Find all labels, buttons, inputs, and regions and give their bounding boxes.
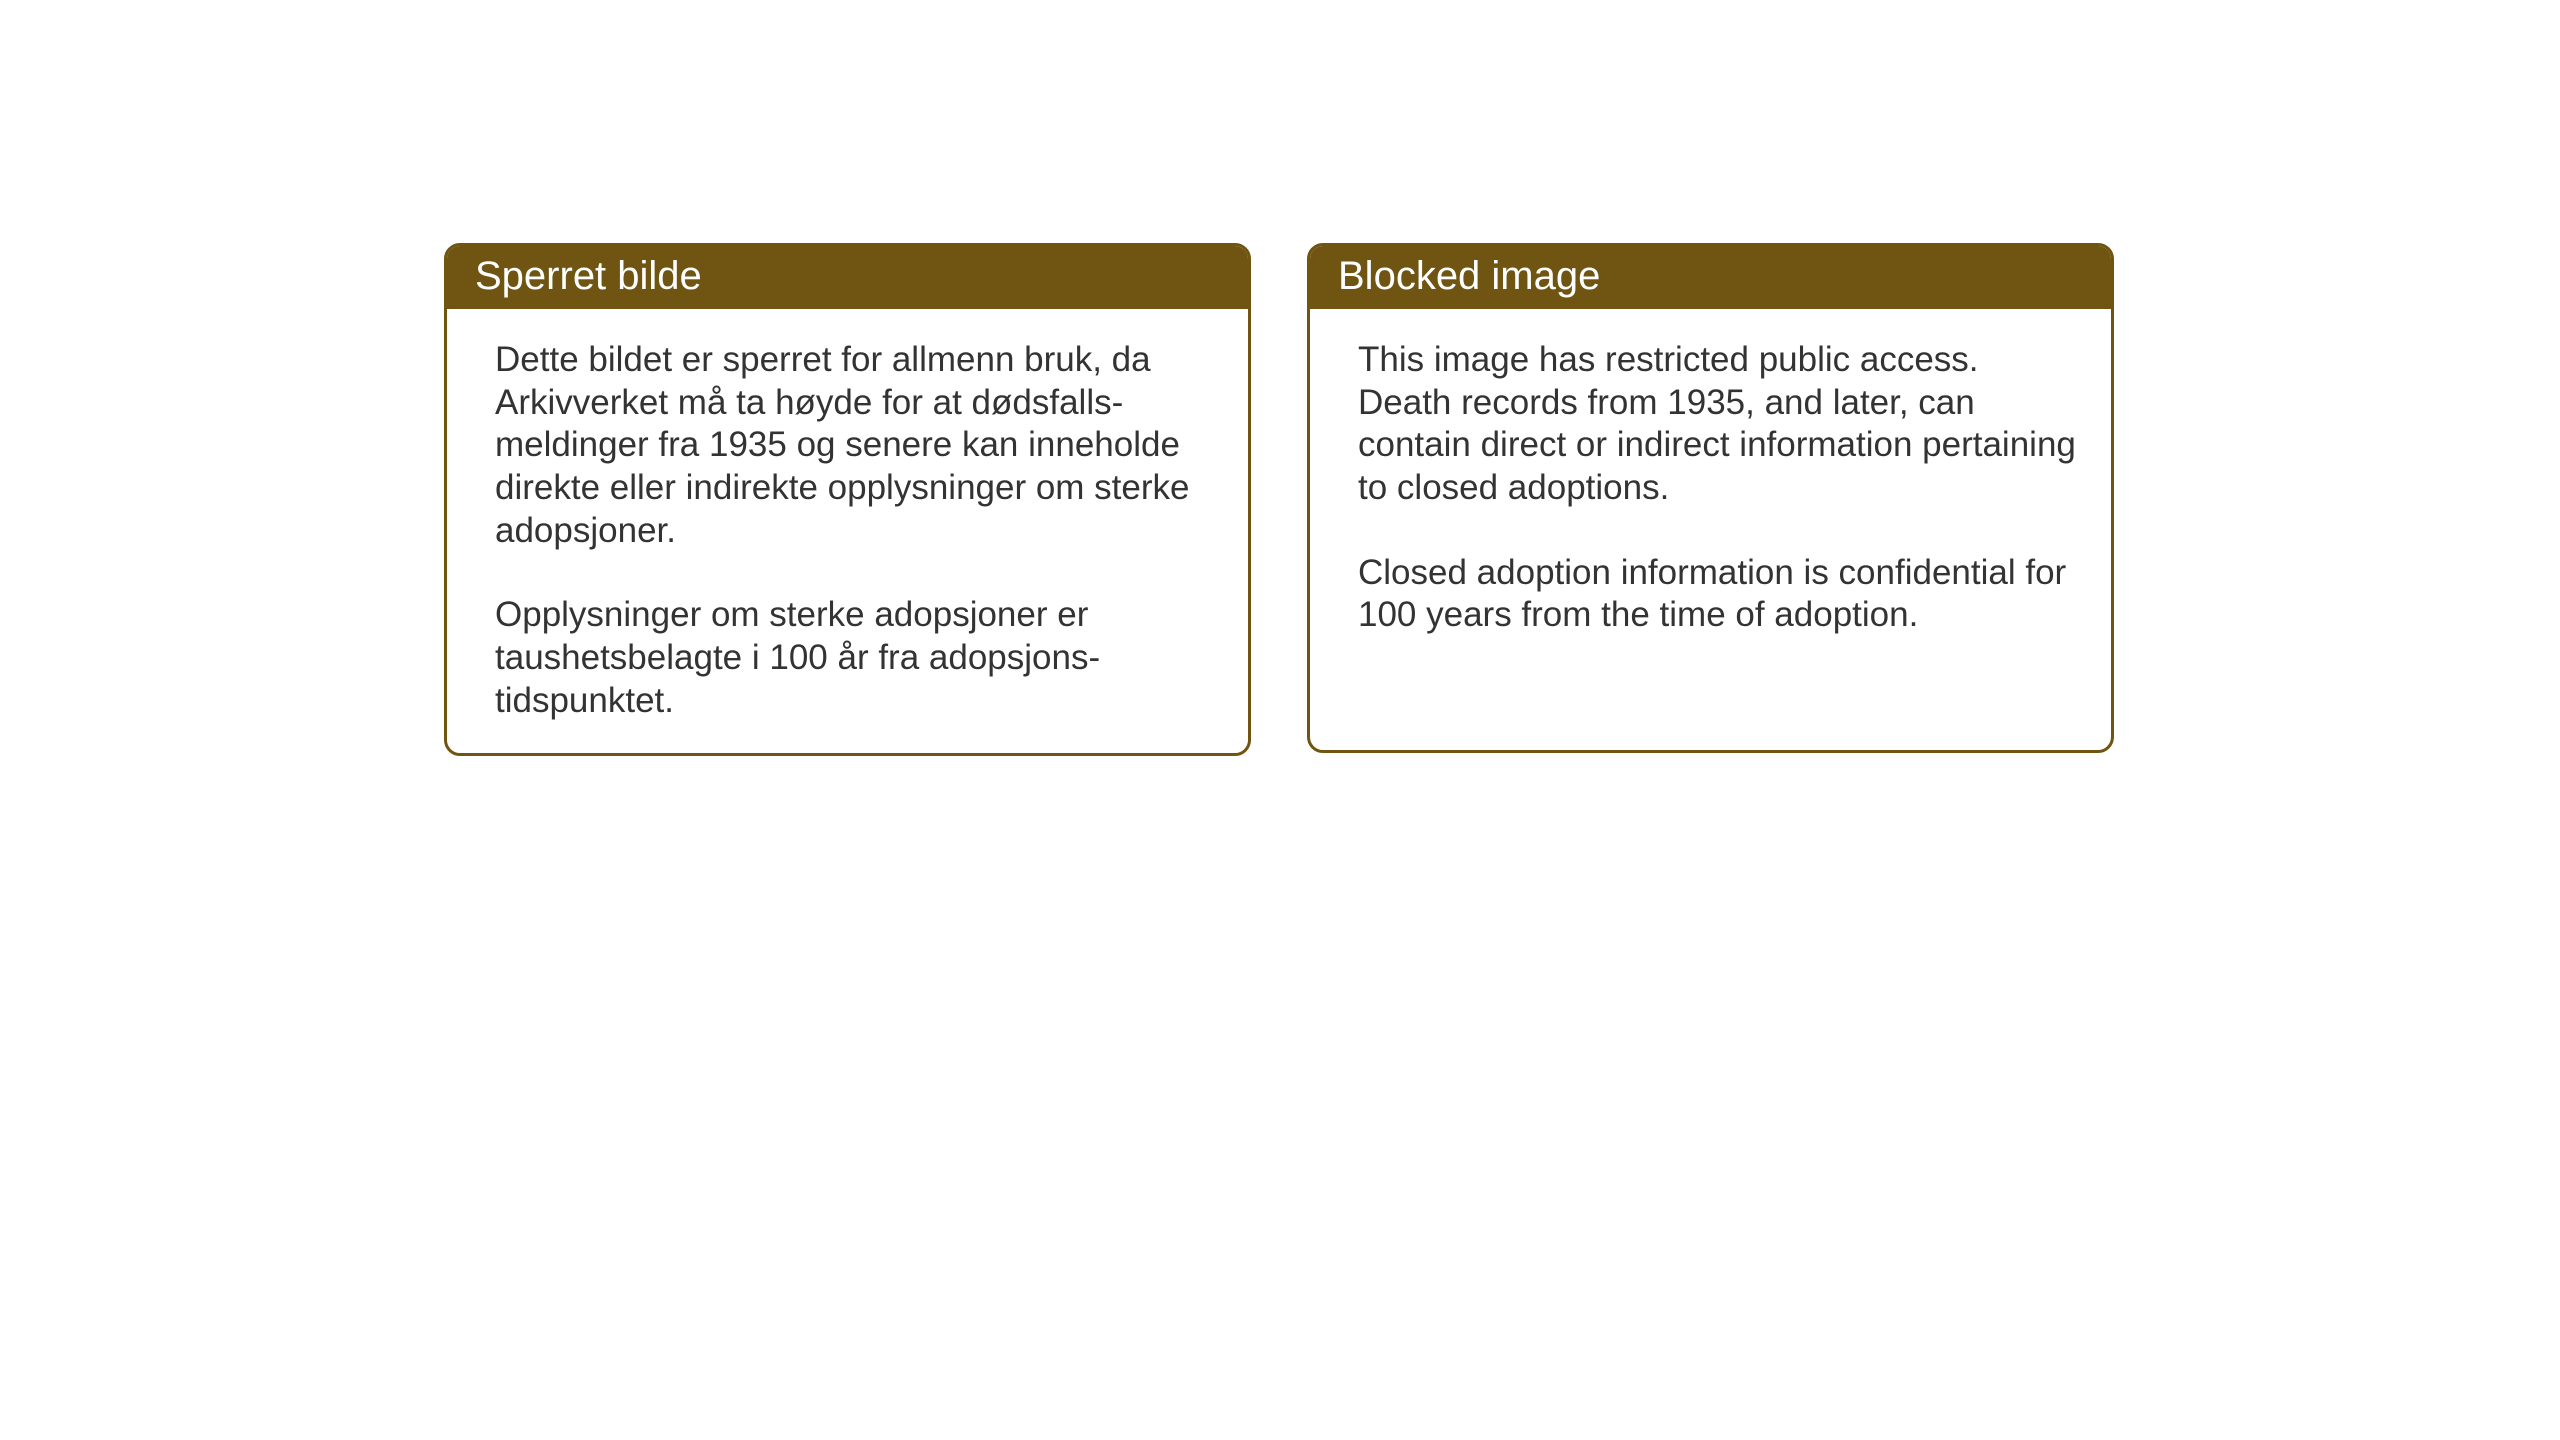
notice-container: Sperret bilde Dette bildet er sperret fo… — [0, 0, 2560, 756]
english-notice-card: Blocked image This image has restricted … — [1307, 243, 2114, 753]
norwegian-paragraph-2: Opplysninger om sterke adopsjoner er tau… — [495, 594, 1216, 722]
norwegian-paragraph-1: Dette bildet er sperret for allmenn bruk… — [495, 339, 1216, 552]
english-paragraph-2: Closed adoption information is confident… — [1358, 552, 2079, 637]
english-paragraph-1: This image has restricted public access.… — [1358, 339, 2079, 510]
norwegian-notice-card: Sperret bilde Dette bildet er sperret fo… — [444, 243, 1251, 756]
english-card-body: This image has restricted public access.… — [1310, 309, 2111, 667]
norwegian-card-title: Sperret bilde — [447, 246, 1248, 309]
norwegian-card-body: Dette bildet er sperret for allmenn bruk… — [447, 309, 1248, 753]
english-card-title: Blocked image — [1310, 246, 2111, 309]
